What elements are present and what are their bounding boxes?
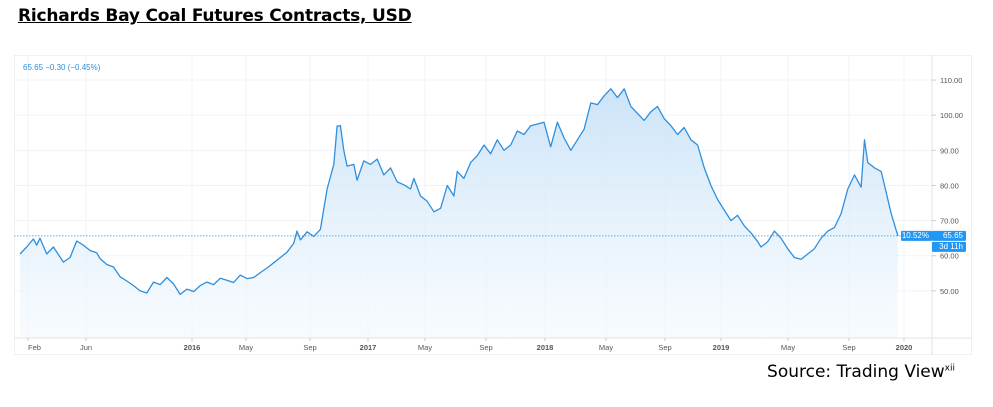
source-label: Source: Trading View xyxy=(767,362,945,382)
x-tick-label: 2016 xyxy=(184,343,201,352)
y-tick-label: 70.00 xyxy=(940,217,959,226)
source-note: Source: Trading Viewxii xyxy=(767,362,955,382)
x-tick-label: 2019 xyxy=(713,343,730,352)
price-axis[interactable]: 50.00 60.00 70.00 80.00 90.00 100.00 110.00 xyxy=(932,76,963,296)
source-footnote-marker: xii xyxy=(944,363,955,374)
x-tick-label: Sep xyxy=(303,343,316,352)
x-tick-label: May xyxy=(239,343,253,352)
chart-frame[interactable]: 50.00 60.00 70.00 80.00 90.00 100.00 110.00 Fe… xyxy=(13,54,973,356)
x-tick-label: May xyxy=(418,343,432,352)
y-tick-label: 90.00 xyxy=(940,146,959,155)
countdown-tag-bg xyxy=(932,241,966,252)
countdown-tag: 3d 11h xyxy=(939,242,963,251)
x-tick-label: Jun xyxy=(80,343,92,352)
y-tick-label: 100.00 xyxy=(940,111,963,120)
price-area xyxy=(20,88,898,338)
price-tag-bg xyxy=(932,230,966,241)
x-tick-label: Sep xyxy=(842,343,855,352)
x-tick-label: 2018 xyxy=(537,343,554,352)
x-tick-label: 2020 xyxy=(896,343,913,352)
y-tick-label: 50.00 xyxy=(940,287,959,296)
x-tick-label: May xyxy=(781,343,795,352)
change-tag-bg xyxy=(901,230,932,241)
x-tick-label: Sep xyxy=(658,343,671,352)
y-tick-label: 110.00 xyxy=(940,76,962,85)
price-tag-value: 65.65 xyxy=(943,231,964,240)
time-axis[interactable]: Feb Jun 2016 May Sep 2017 May Sep 2018 May Sep 2019… xyxy=(27,338,913,352)
page-title: Richards Bay Coal Futures Contracts, USD xyxy=(18,6,412,26)
x-tick-label: May xyxy=(599,343,613,352)
y-tick-label: 80.00 xyxy=(940,181,959,190)
price-chart[interactable]: 50.00 60.00 70.00 80.00 90.00 100.00 110.00 Fe… xyxy=(13,54,973,356)
y-tick-label: 60.00 xyxy=(940,252,959,261)
x-tick-label: Feb xyxy=(28,343,41,352)
x-tick-label: Sep xyxy=(479,343,492,352)
x-tick-label: 2017 xyxy=(360,343,377,352)
price-tag: 10.52% 65.65 3d 11h xyxy=(901,230,966,252)
header-readout: 65.65 −0.30 (−0.45%) xyxy=(23,63,101,72)
price-line[interactable] xyxy=(19,88,899,296)
change-tag: 10.52% xyxy=(902,231,929,240)
